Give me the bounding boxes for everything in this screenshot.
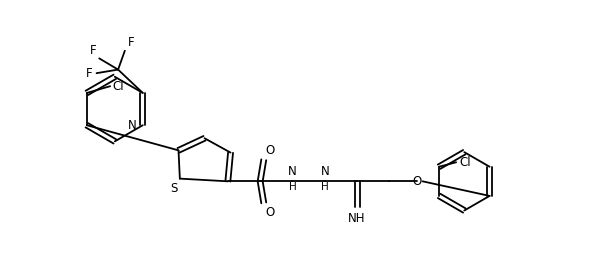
Text: H: H <box>321 182 329 192</box>
Text: F: F <box>85 67 92 80</box>
Text: O: O <box>265 206 275 218</box>
Text: H: H <box>288 182 296 192</box>
Text: NH: NH <box>349 212 366 225</box>
Text: F: F <box>90 44 96 57</box>
Text: Cl: Cl <box>113 80 124 93</box>
Text: N: N <box>320 165 329 178</box>
Text: S: S <box>170 182 177 195</box>
Text: O: O <box>412 175 422 188</box>
Text: Cl: Cl <box>459 156 471 169</box>
Text: O: O <box>265 144 275 157</box>
Text: N: N <box>288 165 297 178</box>
Text: N: N <box>128 119 137 132</box>
Text: F: F <box>128 36 135 49</box>
